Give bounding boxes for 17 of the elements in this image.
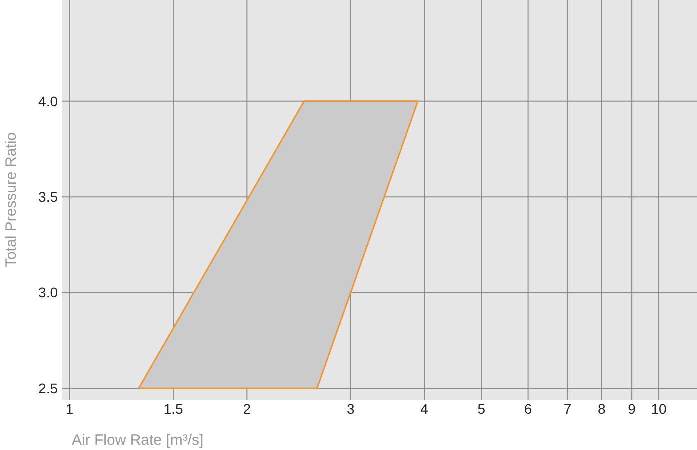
x-tick-label: 4 [420,401,429,417]
x-tick-label: 9 [628,401,636,417]
y-tick-label: 3.0 [38,284,58,301]
y-tick-label: 4.0 [38,93,58,110]
x-tick-label: 1.5 [164,401,184,417]
x-tick-label: 8 [598,401,606,417]
y-tick-label: 2.5 [38,380,58,396]
x-tick-label: 5 [478,401,486,417]
y-tick-label: 3.5 [38,189,58,206]
y-axis-title: Total Pressure Ratio [3,132,20,268]
x-tick-label: 7 [564,401,572,417]
x-tick-label: 3 [347,401,356,417]
x-tick-label: 6 [524,401,532,417]
x-tick-label: 1 [66,401,74,417]
x-axis-title: Air Flow Rate [m³/s] [72,432,204,449]
x-tick-label: 10 [651,401,668,417]
x-tick-label: 2 [243,401,252,417]
